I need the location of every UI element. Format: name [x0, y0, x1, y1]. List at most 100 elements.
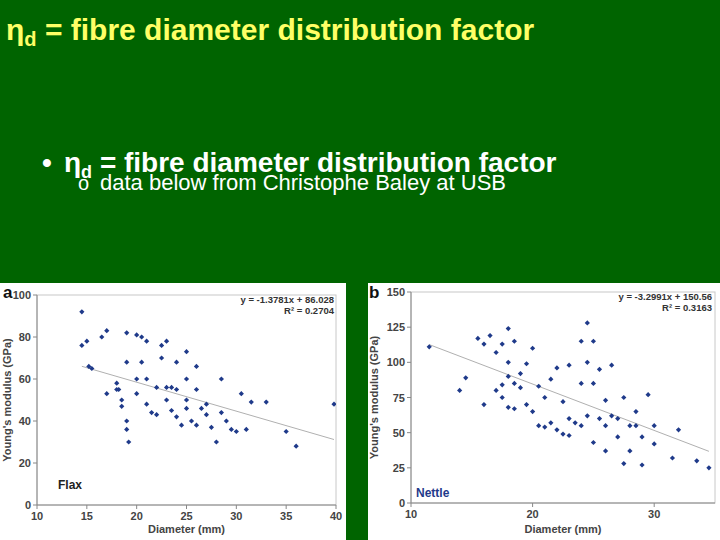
- point: [633, 423, 638, 428]
- point: [184, 349, 189, 354]
- x-axis-label: Diameter (mm): [524, 523, 601, 535]
- y-tick-label: 150: [387, 286, 405, 298]
- point: [119, 404, 124, 409]
- point: [144, 339, 149, 344]
- point: [139, 360, 144, 365]
- chart-panel: [368, 283, 720, 540]
- point: [536, 384, 541, 389]
- y-tick: [33, 505, 37, 506]
- y-tick-label: 20: [19, 457, 31, 469]
- slide: ηd = fibre diameter distribution factor•…: [0, 0, 720, 540]
- point: [104, 328, 109, 333]
- point: [184, 376, 189, 381]
- point: [154, 385, 159, 390]
- point: [79, 343, 84, 348]
- point: [144, 402, 149, 407]
- point: [609, 413, 614, 418]
- point: [639, 462, 644, 467]
- point: [331, 402, 336, 407]
- y-tick-label: 0: [25, 499, 31, 511]
- point: [159, 343, 164, 348]
- y-tick-label: 125: [387, 321, 405, 333]
- point: [229, 427, 234, 432]
- x-tick: [136, 505, 137, 509]
- point: [114, 387, 119, 392]
- point: [463, 375, 468, 380]
- trend-line: [429, 345, 709, 452]
- x-tick-label: 20: [526, 508, 538, 520]
- point: [585, 360, 590, 365]
- point: [597, 416, 602, 421]
- point: [566, 363, 571, 368]
- point: [224, 418, 229, 423]
- point: [621, 461, 626, 466]
- chart-label: Nettle: [416, 486, 450, 500]
- point: [284, 429, 289, 434]
- x-axis-label: Diameter (mm): [148, 523, 225, 535]
- point: [487, 333, 492, 338]
- point: [214, 439, 219, 444]
- point: [585, 413, 590, 418]
- point: [670, 455, 675, 460]
- panel-letter: a: [3, 283, 13, 302]
- point: [676, 427, 681, 432]
- point: [79, 309, 84, 314]
- point: [591, 381, 596, 386]
- point: [219, 376, 224, 381]
- point: [542, 395, 547, 400]
- point: [566, 416, 571, 421]
- x-axis: [411, 503, 715, 504]
- point: [566, 433, 571, 438]
- title: ηd = fibre diameter distribution factor: [6, 13, 534, 50]
- text-part: d: [24, 28, 36, 50]
- text-part: = fibre diameter distribution factor: [37, 13, 535, 46]
- point: [174, 414, 179, 419]
- equation: y = -1.3781x + 86.028: [241, 294, 335, 305]
- point: [164, 385, 169, 390]
- point: [264, 400, 269, 405]
- point: [169, 385, 174, 390]
- y-tick: [33, 463, 37, 464]
- point: [84, 339, 89, 344]
- plot-frame: [37, 295, 336, 505]
- point: [579, 423, 584, 428]
- y-axis-label: Young's modulus (GPa): [368, 335, 380, 459]
- point: [560, 399, 565, 404]
- y-tick: [33, 421, 37, 422]
- y-tick: [407, 397, 411, 398]
- point: [244, 427, 249, 432]
- point: [518, 371, 523, 376]
- text-part: η: [6, 13, 24, 46]
- point: [179, 423, 184, 428]
- point: [209, 425, 214, 430]
- y-tick-label: 0: [399, 497, 405, 509]
- point: [494, 350, 499, 355]
- point: [591, 339, 596, 344]
- equation: y = -3.2991x + 150.56: [619, 291, 713, 302]
- x-tick-label: 25: [180, 510, 192, 522]
- x-tick-label: 30: [648, 508, 660, 520]
- y-tick-label: 80: [19, 331, 31, 343]
- x-tick-label: 15: [81, 510, 93, 522]
- point: [249, 400, 254, 405]
- chart-label: Flax: [58, 478, 82, 492]
- point: [633, 409, 638, 414]
- point: [194, 364, 199, 369]
- point: [194, 387, 199, 392]
- point: [204, 412, 209, 417]
- point: [597, 367, 602, 372]
- x-tick: [186, 505, 187, 509]
- y-tick-label: 50: [393, 427, 405, 439]
- point: [154, 412, 159, 417]
- point: [457, 388, 462, 393]
- point: [500, 395, 505, 400]
- point: [615, 434, 620, 439]
- x-tick-label: 10: [405, 508, 417, 520]
- point: [134, 391, 139, 396]
- chart: 1020300255075100125150Diameter (mm)Young…: [368, 283, 720, 540]
- point: [174, 387, 179, 392]
- point: [506, 326, 511, 331]
- x-tick-label: 30: [230, 510, 242, 522]
- x-tick: [86, 505, 87, 509]
- point: [89, 366, 94, 371]
